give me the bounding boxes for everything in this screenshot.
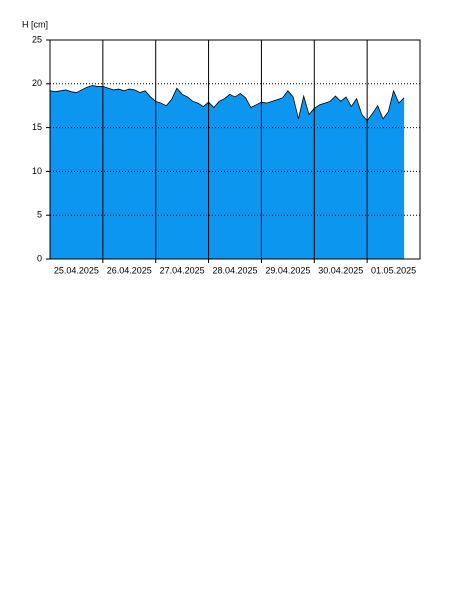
x-tick-label: 01.05.2025 <box>371 265 416 275</box>
plot-frame <box>49 39 421 260</box>
y-axis-label: H [cm] <box>22 19 48 29</box>
area-outline <box>49 85 405 122</box>
y-tick-label: 0 <box>37 253 42 263</box>
y-tick-label: 15 <box>32 122 42 132</box>
x-tick-label: 26.04.2025 <box>107 265 152 275</box>
x-tick-label: 25.04.2025 <box>54 265 99 275</box>
x-tick-label: 30.04.2025 <box>318 265 363 275</box>
x-tick-label: 29.04.2025 <box>265 265 310 275</box>
x-tick-label: 27.04.2025 <box>160 265 205 275</box>
area <box>50 85 405 259</box>
x-tick-label: 28.04.2025 <box>212 265 257 275</box>
y-tick-label: 25 <box>32 34 42 44</box>
y-tick-label: 5 <box>37 210 42 220</box>
y-tick-label: 10 <box>32 166 42 176</box>
y-tick-label: 20 <box>32 78 42 88</box>
